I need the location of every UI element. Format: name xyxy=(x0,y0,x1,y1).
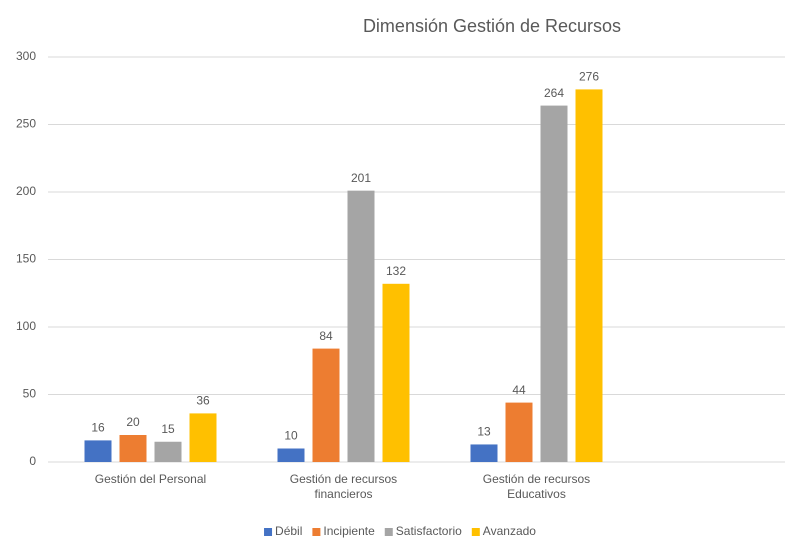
data-label: 36 xyxy=(196,394,210,408)
legend-label: Avanzado xyxy=(483,524,536,538)
y-tick-label: 0 xyxy=(29,454,36,468)
bar xyxy=(505,402,533,462)
bar xyxy=(312,348,340,462)
bar xyxy=(470,444,498,462)
legend-label: Débil xyxy=(275,524,302,538)
bar xyxy=(277,448,305,462)
data-label: 44 xyxy=(512,383,526,397)
bar xyxy=(540,105,568,462)
x-tick-label: Gestión de recursos financieros xyxy=(289,472,398,501)
x-tick-label-box: Gestión del Personal xyxy=(94,472,207,486)
legend-swatch xyxy=(264,528,273,536)
data-label: 276 xyxy=(579,70,599,84)
y-tick-label: 300 xyxy=(16,49,36,63)
legend-swatch xyxy=(312,528,321,536)
bar xyxy=(119,435,147,462)
bar xyxy=(154,441,182,462)
bar xyxy=(575,89,603,463)
legend-item: Débil xyxy=(264,524,302,538)
legend-label: Satisfactorio xyxy=(396,524,462,538)
bar xyxy=(382,283,410,462)
data-label: 132 xyxy=(386,264,406,278)
data-label: 15 xyxy=(161,422,175,436)
bar xyxy=(84,440,112,462)
legend-item: Satisfactorio xyxy=(384,524,462,538)
data-label: 20 xyxy=(126,415,140,429)
legend-swatch xyxy=(384,528,393,536)
y-tick-label: 200 xyxy=(16,184,36,198)
legend-item: Avanzado xyxy=(471,524,536,538)
bar xyxy=(347,190,375,462)
data-label: 16 xyxy=(91,421,105,435)
x-tick-label-box: Gestión de recursos Educativos xyxy=(482,472,591,501)
data-label: 264 xyxy=(544,86,564,100)
data-label: 13 xyxy=(477,425,491,439)
legend-swatch xyxy=(471,528,480,536)
chart-title: Dimensión Gestión de Recursos xyxy=(363,16,621,36)
x-tick-label: Gestión del Personal xyxy=(94,472,207,486)
data-label: 10 xyxy=(284,429,298,443)
legend-item: Incipiente xyxy=(312,524,375,538)
data-label: 201 xyxy=(351,171,371,185)
x-tick-label: Gestión de recursos Educativos xyxy=(482,472,591,501)
bar xyxy=(189,413,217,462)
y-tick-label: 100 xyxy=(16,319,36,333)
y-tick-label: 250 xyxy=(16,117,36,131)
x-tick-label-box: Gestión de recursos financieros xyxy=(289,472,398,501)
data-label: 84 xyxy=(319,329,333,343)
y-tick-label: 50 xyxy=(23,387,37,401)
y-tick-label: 150 xyxy=(16,252,36,266)
legend-label: Incipiente xyxy=(323,524,375,538)
